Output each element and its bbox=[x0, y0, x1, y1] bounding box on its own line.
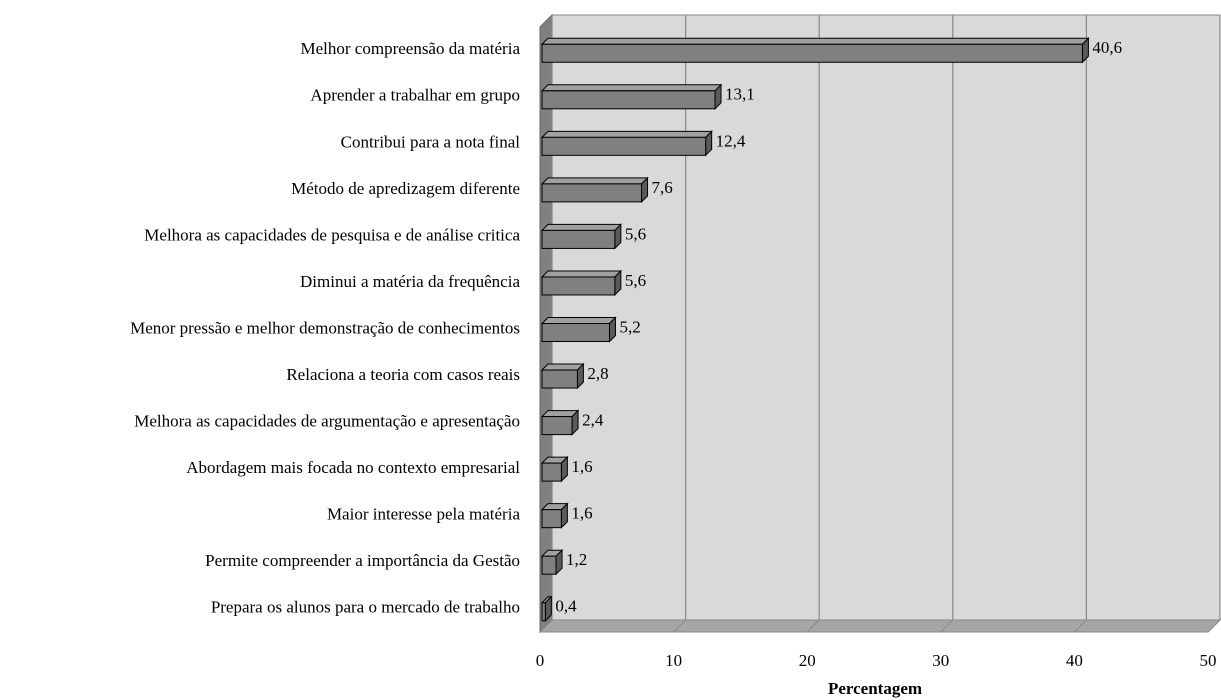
value-label: 7,6 bbox=[652, 178, 673, 197]
bar-top bbox=[540, 84, 723, 92]
y-tick-label: Melhora as capacidades de argumentação e… bbox=[134, 411, 520, 430]
bar bbox=[540, 83, 723, 111]
bar-front bbox=[541, 229, 616, 249]
bar-top bbox=[540, 130, 713, 138]
bar-top bbox=[540, 223, 623, 231]
value-label: 2,8 bbox=[587, 364, 608, 383]
y-tick-label: Aprender a trabalhar em grupo bbox=[310, 86, 520, 105]
value-label: 1,2 bbox=[566, 550, 587, 569]
bar bbox=[540, 548, 564, 576]
bar bbox=[540, 316, 617, 343]
y-tick-label: Menor pressão e melhor demonstração de c… bbox=[130, 318, 520, 337]
bar bbox=[540, 595, 553, 622]
x-tick-label: 30 bbox=[932, 651, 949, 670]
y-tick-label: Prepara os alunos para o mercado de trab… bbox=[211, 598, 520, 617]
bar bbox=[540, 502, 569, 529]
bar-front bbox=[541, 323, 610, 342]
bar-front bbox=[541, 555, 557, 575]
x-tick-label: 10 bbox=[665, 651, 682, 670]
bar-front bbox=[541, 43, 1083, 63]
floor-grid-line bbox=[1074, 619, 1087, 633]
bar bbox=[540, 269, 623, 297]
floor bbox=[538, 619, 1221, 633]
bar-front bbox=[541, 509, 562, 529]
value-label: 5,6 bbox=[625, 271, 646, 290]
floor-grid-line bbox=[673, 619, 686, 633]
bar-top bbox=[540, 37, 1090, 45]
bar-top bbox=[540, 177, 649, 185]
value-label: 40,6 bbox=[1092, 38, 1122, 57]
bar bbox=[540, 223, 623, 250]
y-tick-label: Melhora as capacidades de pesquisa e de … bbox=[144, 225, 520, 244]
bar-front bbox=[541, 602, 546, 622]
bar bbox=[540, 362, 585, 390]
floor-grid-line bbox=[806, 619, 820, 633]
y-tick-label: Permite compreender a importância da Ges… bbox=[205, 551, 520, 570]
y-tick-label: Relaciona a teoria com casos reais bbox=[286, 365, 520, 384]
y-tick-label: Maior interesse pela matéria bbox=[327, 505, 521, 524]
bar-top bbox=[540, 270, 623, 278]
value-label: 12,4 bbox=[716, 131, 746, 150]
bar bbox=[540, 176, 649, 204]
x-tick-label: 0 bbox=[536, 651, 545, 670]
bar bbox=[540, 455, 569, 483]
x-tick-label: 40 bbox=[1066, 651, 1083, 670]
bar bbox=[540, 130, 713, 157]
value-label: 5,2 bbox=[619, 317, 640, 336]
y-tick-label: Abordagem mais focada no contexto empres… bbox=[186, 458, 520, 477]
floor-grid-line bbox=[539, 619, 553, 633]
x-axis-label: Percentagem bbox=[828, 679, 922, 698]
bar bbox=[540, 409, 580, 436]
value-label: 1,6 bbox=[571, 504, 592, 523]
y-tick-label: Diminui a matéria da frequência bbox=[300, 272, 520, 291]
y-tick-label: Melhor compreensão da matéria bbox=[301, 39, 521, 58]
value-label: 0,4 bbox=[555, 597, 577, 616]
bar-front bbox=[541, 462, 562, 482]
floor-grid-line bbox=[940, 619, 954, 633]
value-label: 2,4 bbox=[582, 410, 604, 429]
y-tick-label: Contribui para a nota final bbox=[341, 132, 521, 151]
value-label: 1,6 bbox=[571, 457, 592, 476]
floor-grid-line bbox=[1207, 619, 1221, 633]
value-label: 13,1 bbox=[725, 85, 755, 104]
x-tick-label: 20 bbox=[799, 651, 816, 670]
bar-top bbox=[540, 317, 617, 324]
bar-front bbox=[541, 416, 573, 436]
y-tick-label: Método de apredizagem diferente bbox=[291, 179, 520, 198]
x-tick-label: 50 bbox=[1200, 651, 1217, 670]
bar-front bbox=[541, 183, 643, 203]
bar-front bbox=[541, 369, 578, 389]
bar bbox=[540, 37, 1090, 64]
bar-front bbox=[541, 90, 716, 110]
bar-front bbox=[541, 276, 616, 296]
bar-front bbox=[541, 136, 707, 156]
bar-top bbox=[540, 363, 585, 371]
value-label: 5,6 bbox=[625, 224, 646, 243]
